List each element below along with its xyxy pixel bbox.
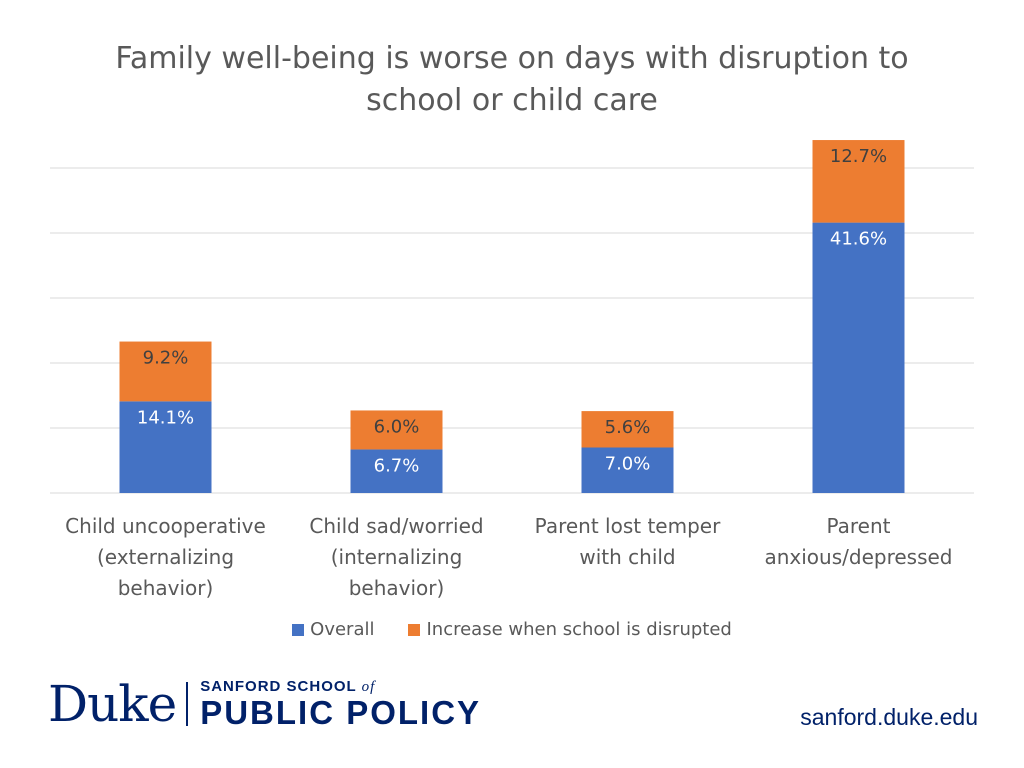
legend-label-increase: Increase when school is disrupted — [426, 619, 732, 640]
data-label: 14.1% — [137, 407, 194, 428]
bar-overall — [350, 449, 443, 493]
x-tick-label: Parent lost temper — [535, 514, 721, 538]
duke-wordmark: Duke — [48, 675, 177, 733]
bar-increase — [812, 140, 905, 223]
duke-sanford-logo: Duke SANFORD SCHOOL of PUBLIC POLICY — [48, 676, 481, 732]
website-url: sanford.duke.edu — [800, 704, 978, 730]
legend-item-increase: Increase when school is disrupted — [408, 619, 732, 640]
x-tick-label: (externalizing — [97, 545, 234, 569]
data-label: 5.6% — [605, 417, 651, 438]
chart-title-line-1: Family well-being is worse on days with … — [115, 41, 909, 76]
x-tick-label: (internalizing — [331, 545, 463, 569]
bar-chart: 14.1% 9.2% Child uncooperative (externalizi… — [50, 140, 974, 600]
logo-divider — [186, 682, 189, 726]
legend-swatch-overall — [292, 623, 305, 636]
bar-overall — [812, 222, 905, 493]
sanford-wordmark: SANFORD SCHOOL of PUBLIC POLICY — [200, 678, 482, 731]
data-label: 41.6% — [830, 229, 887, 250]
legend-swatch-increase — [408, 623, 421, 636]
data-label: 6.7% — [374, 455, 420, 476]
x-tick-label: Parent — [826, 514, 890, 538]
legend-label-overall: Overall — [310, 619, 375, 640]
x-tick-label: behavior) — [118, 576, 214, 600]
x-tick-label: anxious/depressed — [764, 545, 952, 569]
x-tick-label: Child uncooperative — [65, 514, 266, 538]
x-tick-label: with child — [579, 545, 675, 569]
data-label: 9.2% — [143, 348, 189, 369]
data-label: 7.0% — [605, 454, 651, 475]
chart-legend: Overall Increase when school is disrupte… — [0, 619, 1024, 640]
x-tick-label: behavior) — [349, 576, 445, 600]
bar-increase — [119, 341, 212, 402]
data-label: 6.0% — [374, 416, 420, 437]
bar-increase — [581, 411, 674, 448]
chart-title-line-2: school or child care — [366, 83, 658, 118]
chart-title: Family well-being is worse on days with … — [112, 38, 912, 122]
bar-overall — [581, 447, 674, 493]
x-tick-label: Child sad/worried — [309, 514, 483, 538]
bar-overall — [119, 401, 212, 493]
data-label: 12.7% — [830, 146, 887, 167]
legend-item-overall: Overall — [292, 619, 374, 640]
bar-increase — [350, 410, 443, 450]
